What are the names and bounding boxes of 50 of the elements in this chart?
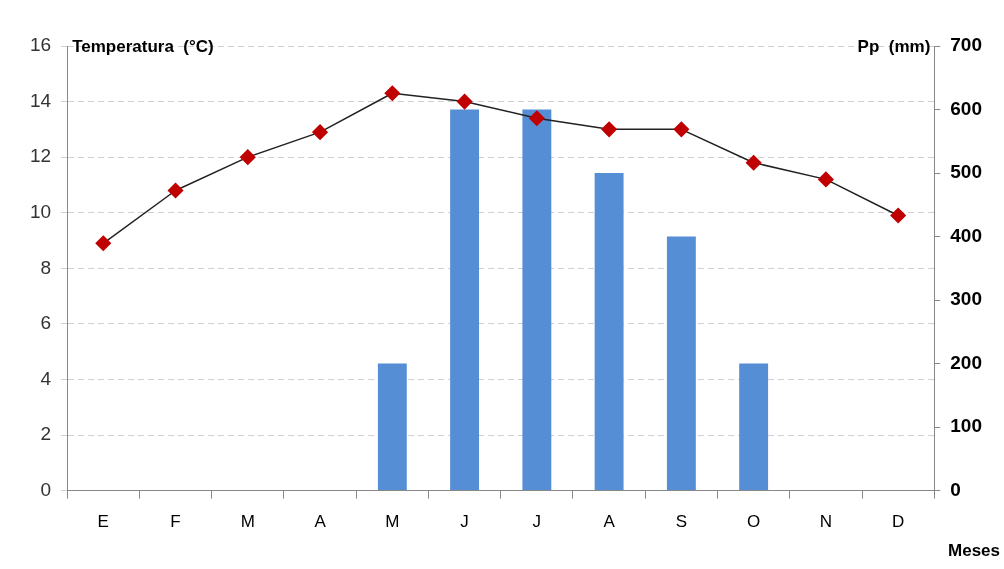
x-tick-label: J — [460, 512, 469, 532]
x-tick-label: D — [892, 512, 905, 532]
x-tick-label: M — [240, 512, 255, 532]
y2-axis-title: Pp (mm) — [857, 36, 931, 56]
y-axis-title: Temperatura (°C) — [72, 36, 214, 56]
point — [529, 110, 545, 126]
y-tick-label: 2 — [40, 423, 52, 445]
y2-tick-label: 600 — [950, 97, 982, 119]
x-tick-label: M — [385, 512, 400, 532]
x-tick-label: F — [170, 512, 181, 532]
point — [673, 121, 690, 138]
bar — [666, 236, 696, 491]
x-tick-label: A — [314, 512, 327, 532]
bar — [377, 363, 407, 491]
point — [456, 93, 473, 110]
point — [601, 121, 617, 138]
point — [384, 85, 401, 101]
y-tick-label: 14 — [29, 89, 52, 111]
y-tick-label: 0 — [40, 478, 52, 500]
x-tick-label: E — [97, 512, 109, 532]
point — [818, 171, 834, 188]
y-tick-label: 16 — [29, 34, 52, 56]
x-tick-label: S — [675, 512, 688, 532]
x-tick-label: J — [532, 512, 542, 532]
x-tick-label: O — [747, 512, 761, 532]
y2-tick-label: 300 — [950, 288, 982, 310]
y-tick-label: 4 — [40, 367, 52, 389]
x-tick-label: A — [603, 512, 616, 532]
bar — [739, 363, 769, 491]
y-tick-label: 8 — [40, 256, 52, 278]
point — [240, 149, 256, 165]
point — [95, 235, 112, 252]
bar — [594, 173, 624, 491]
bar — [450, 109, 480, 491]
x-axis-title: Meses — [948, 540, 1000, 560]
x-tick-label: N — [819, 512, 833, 532]
y2-tick-label: 500 — [950, 161, 982, 183]
y2-tick-label: 700 — [950, 34, 982, 56]
y2-tick-label: 400 — [950, 224, 982, 246]
bar — [522, 109, 552, 491]
point — [745, 154, 762, 171]
y-tick-label: 6 — [40, 312, 52, 334]
y2-tick-label: 100 — [950, 415, 982, 437]
point — [167, 182, 184, 199]
y2-tick-label: 200 — [950, 351, 982, 373]
y-tick-label: 10 — [29, 200, 52, 222]
point — [890, 207, 906, 224]
y2-tick-label: 0 — [950, 478, 961, 500]
point — [312, 124, 328, 140]
y-tick-label: 12 — [29, 145, 52, 167]
